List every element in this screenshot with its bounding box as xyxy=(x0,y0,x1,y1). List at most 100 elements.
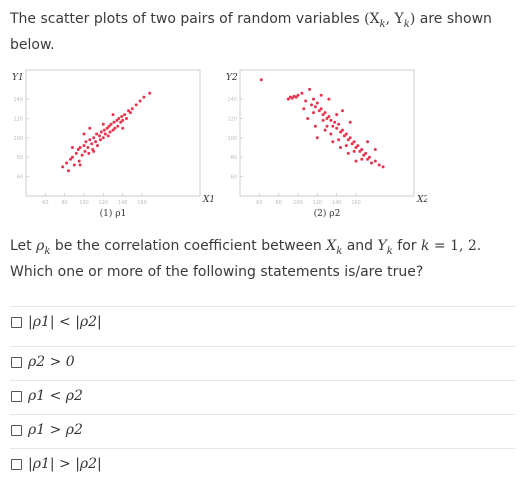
option-1[interactable]: |ρ1| < |ρ2| xyxy=(10,306,515,337)
option-2-label[interactable]: ρ2 > 0 xyxy=(28,354,75,370)
intro-math-sub2: k xyxy=(403,18,410,30)
scatter-point xyxy=(87,151,91,155)
scatter-plot-2: Y2 140 120 100 80 60 60 80 100 120 140 160 X2 (2) ρ2 xyxy=(222,64,427,224)
scatter-point xyxy=(106,134,110,138)
option-3[interactable]: ρ1 < ρ2 xyxy=(10,380,515,411)
scatter-point xyxy=(304,99,308,103)
y-tick-label: 120 xyxy=(13,116,23,122)
scatter-point xyxy=(300,91,304,95)
option-5-label[interactable]: |ρ1| > |ρ2| xyxy=(28,456,102,472)
scatter-point xyxy=(358,149,362,153)
scatter-point xyxy=(366,140,370,144)
scatter-point xyxy=(142,95,146,99)
scatter-point xyxy=(315,101,319,105)
y-tick-label: 100 xyxy=(227,136,237,142)
scatter-point xyxy=(356,144,360,148)
scatter-point xyxy=(148,91,152,95)
scatter-point xyxy=(107,124,111,128)
option-3-label[interactable]: ρ1 < ρ2 xyxy=(28,388,83,404)
scatter-point xyxy=(373,148,377,151)
scatter-point xyxy=(342,134,346,138)
intro-math-mid: , Y xyxy=(385,11,404,27)
checkbox-5[interactable] xyxy=(11,458,22,470)
scatter-plot-1: Y1 140 120 100 80 60 60 80 100 120 140 160 X1 (1) ρ1 xyxy=(8,64,213,224)
scatter-plot-1-svg: Y1 140 120 100 80 60 60 80 100 120 140 160 X1 (1) ρ1 xyxy=(12,69,213,219)
x-tick-label: 80 xyxy=(275,200,281,206)
scatter-point xyxy=(83,149,87,153)
scatter-point xyxy=(125,117,128,120)
scatter-point xyxy=(323,111,327,115)
scatter-point xyxy=(312,111,315,115)
y-tick-label: 80 xyxy=(231,155,237,161)
option-1-label[interactable]: |ρ1| < |ρ2| xyxy=(28,314,102,330)
x-tick-label: 100 xyxy=(293,200,303,206)
scatter-point xyxy=(70,155,74,159)
y-tick-label: 100 xyxy=(13,136,23,142)
intro-math-open: (X xyxy=(364,11,380,27)
scatter-point xyxy=(88,126,92,130)
y-tick-label: 140 xyxy=(227,97,237,103)
stem-k: k xyxy=(420,238,430,254)
option-4[interactable]: ρ1 > ρ2 xyxy=(10,414,515,445)
scatter-point xyxy=(352,149,356,153)
scatter-point xyxy=(348,120,352,124)
option-5[interactable]: |ρ1| > |ρ2| xyxy=(10,448,515,479)
scatter-point xyxy=(128,111,132,115)
scatter-point xyxy=(134,103,138,107)
scatter-point xyxy=(354,146,358,149)
scatter-point xyxy=(92,136,96,140)
scatter-point xyxy=(72,163,76,167)
scatter-point xyxy=(95,132,99,136)
stem-text-c: and xyxy=(342,238,378,254)
scatter-point xyxy=(368,155,371,159)
scatter-point xyxy=(76,148,80,151)
option-2[interactable]: ρ2 > 0 xyxy=(10,346,515,377)
scatter-point xyxy=(329,132,333,136)
scatter-point xyxy=(82,144,86,148)
y-tick-label: 80 xyxy=(17,155,23,161)
scatter-point xyxy=(80,153,84,157)
scatter-point xyxy=(339,130,342,134)
x-tick-label: 60 xyxy=(42,200,48,206)
option-4-label[interactable]: ρ1 > ρ2 xyxy=(28,422,83,438)
scatter-point xyxy=(98,134,101,138)
scatter-point xyxy=(88,138,92,142)
scatter-point xyxy=(323,128,327,132)
y-axis-label: Y1 xyxy=(12,73,24,83)
scatter-point xyxy=(317,109,321,113)
scatter-point xyxy=(102,128,106,132)
scatter-point xyxy=(341,109,344,113)
stem-x-sub: k xyxy=(336,245,343,257)
stem-x: X xyxy=(326,238,337,254)
scatter-point xyxy=(290,96,294,100)
intro-line2: below. xyxy=(10,36,55,53)
stem-y: Y xyxy=(377,238,387,254)
plot-frame xyxy=(25,69,201,197)
y-axis-label: Y2 xyxy=(226,73,238,83)
scatter-point xyxy=(90,142,94,146)
scatter-point xyxy=(120,115,124,118)
x-tick-label: 60 xyxy=(256,200,262,206)
stem-text-e: = 1, 2. xyxy=(429,238,482,254)
scatter-point xyxy=(115,118,119,122)
scatter-point xyxy=(354,159,358,163)
x-tick-label: 140 xyxy=(118,200,128,206)
checkbox-3[interactable] xyxy=(11,390,22,402)
scatter-point xyxy=(333,120,337,124)
scatter-point xyxy=(117,117,121,120)
checkbox-4[interactable] xyxy=(11,424,22,436)
stem-text-b: be the correlation coefficient between xyxy=(50,238,327,254)
plot-caption: (2) ρ2 xyxy=(314,208,341,219)
scatter-point xyxy=(92,149,96,153)
checkbox-1[interactable] xyxy=(11,316,22,328)
scatter-point xyxy=(296,93,300,97)
scatter-point xyxy=(123,113,127,117)
scatter-point xyxy=(341,128,344,132)
scatter-point xyxy=(259,78,263,82)
stem-text-a: Let xyxy=(10,238,37,254)
scatter-point xyxy=(362,153,366,157)
checkbox-2[interactable] xyxy=(11,356,22,368)
scatter-point xyxy=(327,115,331,118)
scatter-point xyxy=(101,136,105,140)
scatter-point xyxy=(113,126,117,130)
